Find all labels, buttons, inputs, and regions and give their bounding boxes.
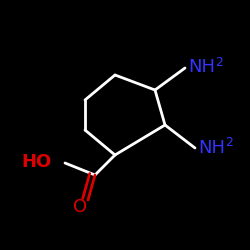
Text: O: O	[73, 198, 87, 216]
Text: 2: 2	[225, 136, 233, 149]
Text: HO: HO	[22, 153, 52, 171]
Text: NH: NH	[188, 58, 215, 76]
Text: 2: 2	[215, 56, 223, 68]
Text: NH: NH	[198, 139, 225, 157]
